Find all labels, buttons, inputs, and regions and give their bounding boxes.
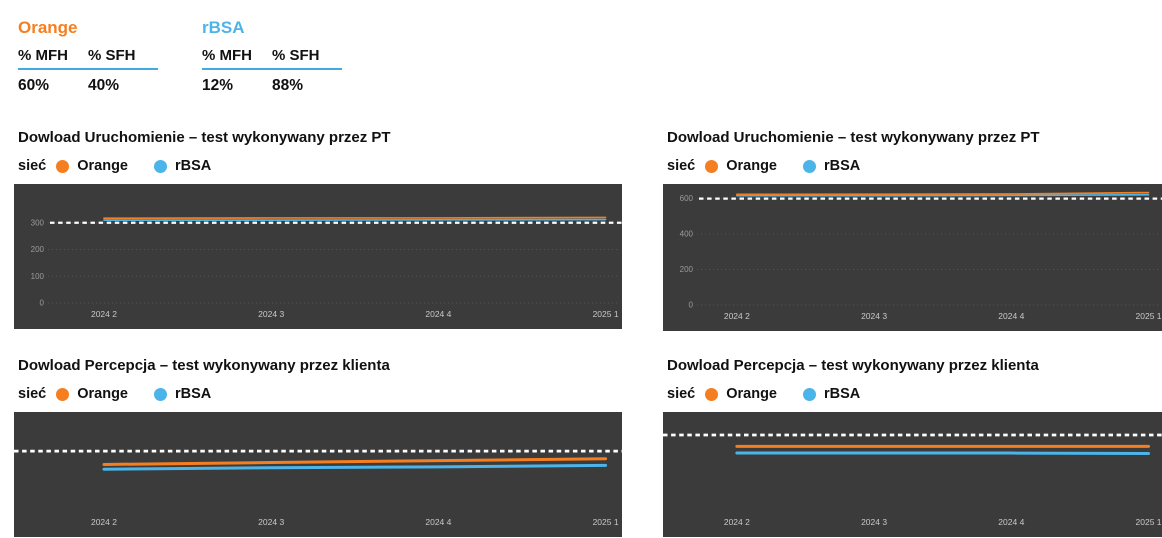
col-header-mfh: % MFH [18,47,68,64]
legend-label: Orange [77,158,128,174]
summary-table-orange: Orange % MFH % SFH 60% 40% [18,18,158,95]
network-share-summary: Orange % MFH % SFH 60% 40% rBSA % MFH % … [18,18,342,95]
chart-percepcja-right: Dowload Percepcja – test wykonywany prze… [663,356,1162,537]
svg-text:2024 2: 2024 2 [724,517,750,527]
summary-values: 60% 40% [18,77,158,95]
orange-dot-icon [56,387,70,401]
chart-title: Dowload Uruchomienie – test wykonywany p… [18,129,391,146]
summary-values: 12% 88% [202,77,342,95]
svg-text:2024 3: 2024 3 [861,517,887,527]
legend-label: rBSA [175,158,212,174]
legend-item-rbsa[interactable]: rBSA [803,386,860,402]
svg-text:200: 200 [680,265,694,274]
legend-item-orange[interactable]: Orange [705,386,777,402]
svg-text:2024 3: 2024 3 [258,517,284,527]
legend-label: rBSA [175,386,212,402]
value-mfh: 12% [202,77,234,94]
orange-dot-icon [56,159,70,173]
legend-prefix: sieć [667,158,696,174]
legend-prefix: sieć [667,386,696,402]
svg-text:2024 3: 2024 3 [258,309,284,319]
chart-uruchomienie-right: Dowload Uruchomienie – test wykonywany p… [663,128,1162,331]
summary-table-rbsa: rBSA % MFH % SFH 12% 88% [202,18,342,95]
svg-text:0: 0 [689,301,694,310]
summary-title-orange: Orange [18,18,78,37]
svg-text:300: 300 [31,218,45,227]
plot-area[interactable]: 2024 2 2024 3 2024 4 2025 1 [663,412,1162,537]
legend-label: Orange [77,386,128,402]
svg-text:0: 0 [40,299,45,308]
chart-percepcja-left: Dowload Percepcja – test wykonywany prze… [14,356,622,537]
summary-headers: % MFH % SFH [18,47,158,70]
svg-text:2024 4: 2024 4 [425,517,451,527]
svg-text:2024 4: 2024 4 [998,517,1024,527]
value-sfh: 88% [272,77,304,94]
value-mfh: 60% [18,77,50,94]
svg-text:200: 200 [31,245,45,254]
svg-text:100: 100 [31,272,45,281]
legend-item-rbsa[interactable]: rBSA [154,158,211,174]
plot-area[interactable]: 0 100 200 300 2024 2 2024 3 2024 4 2025 1 [14,184,622,329]
col-header-sfh: % SFH [88,47,136,64]
legend-label: Orange [726,158,777,174]
value-sfh: 40% [88,77,120,94]
chart-title: Dowload Percepcja – test wykonywany prze… [18,357,390,374]
svg-text:2024 2: 2024 2 [724,311,750,321]
chart-title: Dowload Uruchomienie – test wykonywany p… [667,129,1040,146]
svg-text:2024 4: 2024 4 [998,311,1024,321]
svg-text:400: 400 [680,230,694,239]
legend-item-orange[interactable]: Orange [705,158,777,174]
legend-label: Orange [726,386,777,402]
orange-dot-icon [705,159,719,173]
summary-title-rbsa: rBSA [202,18,245,37]
plot-area[interactable]: 2024 2 2024 3 2024 4 2025 1 [14,412,622,537]
chart-legend: sieć Orange rBSA [663,384,1162,404]
svg-text:2024 2: 2024 2 [91,517,117,527]
legend-prefix: sieć [18,386,47,402]
chart-uruchomienie-left: Dowload Uruchomienie – test wykonywany p… [14,128,622,329]
svg-text:2025 1: 2025 1 [593,517,619,527]
legend-item-rbsa[interactable]: rBSA [803,158,860,174]
legend-prefix: sieć [18,158,47,174]
svg-text:2025 1: 2025 1 [1136,517,1162,527]
legend-item-rbsa[interactable]: rBSA [154,386,211,402]
legend-item-orange[interactable]: Orange [56,386,128,402]
svg-text:600: 600 [680,194,694,203]
col-header-sfh: % SFH [272,47,320,64]
rbsa-dot-icon [154,387,167,401]
svg-text:2025 1: 2025 1 [593,309,619,319]
legend-label: rBSA [824,386,861,402]
rbsa-dot-icon [803,387,816,401]
svg-text:2024 3: 2024 3 [861,311,887,321]
svg-text:2024 4: 2024 4 [425,309,451,319]
plot-area[interactable]: 0 200 400 600 2024 2 2024 3 2024 4 2025 1 [663,184,1162,331]
orange-dot-icon [705,387,719,401]
rbsa-dot-icon [154,159,167,173]
legend-item-orange[interactable]: Orange [56,158,128,174]
svg-text:2025 1: 2025 1 [1136,311,1162,321]
legend-label: rBSA [824,158,861,174]
chart-legend: sieć Orange rBSA [14,384,622,404]
chart-legend: sieć Orange rBSA [14,156,622,176]
chart-title: Dowload Percepcja – test wykonywany prze… [667,357,1039,374]
summary-headers: % MFH % SFH [202,47,342,70]
chart-legend: sieć Orange rBSA [663,156,1162,176]
svg-text:2024 2: 2024 2 [91,309,117,319]
rbsa-dot-icon [803,159,816,173]
col-header-mfh: % MFH [202,47,252,64]
